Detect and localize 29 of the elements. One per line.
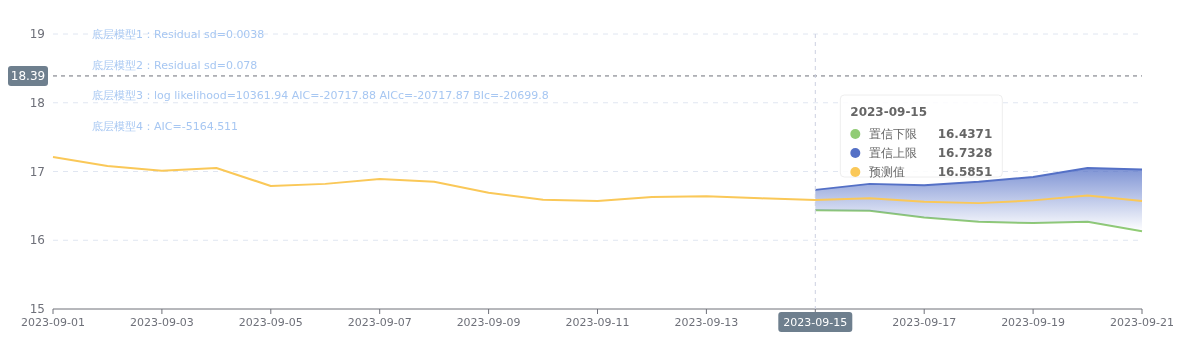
annotation: 底层模型1：Residual sd=0.0038 (92, 28, 265, 41)
legend-label: 预测值 (869, 165, 906, 179)
x-tick-label: 2023-09-07 (347, 316, 412, 329)
x-tick-label: 2023-09-17 (892, 316, 957, 329)
y-tick-label: 19 (29, 27, 45, 41)
y-tick-label: 16 (29, 233, 45, 248)
line-series (814, 209, 1143, 233)
x-tick-label: 2023-09-05 (238, 316, 303, 329)
x-tick-label: 2023-09-15 (783, 316, 848, 329)
y-tick-label: 15 (29, 302, 45, 316)
x-tick-label: 2023-09-19 (1001, 316, 1066, 329)
annotation: 底层模型3：log likelihood=10361.94 AIC=-20717.88 AICc=-20717.87 BIc=-20699.8 (92, 89, 549, 102)
ref-line-label: 2023-09-15 (850, 105, 928, 119)
x-tick-label: 2023-09-21 (1110, 316, 1174, 329)
x-tick-label: 2023-09-09 (456, 316, 521, 329)
y-tick-label: 18 (29, 95, 45, 110)
x-tick-label: 2023-09-11 (565, 316, 630, 329)
annotation: 16.7328 (937, 146, 993, 160)
x-tick-label: 2023-09-03 (129, 316, 194, 329)
ref-line-label: 18.39 (10, 68, 46, 83)
legend-label: 置信下限 (869, 127, 918, 141)
y-tick-label: 17 (29, 164, 45, 179)
annotation: 底层模型4：AIC=-5164.511 (92, 119, 239, 133)
x-tick-label: 2023-09-01 (21, 316, 85, 329)
x-tick-label: 2023-09-13 (674, 316, 739, 329)
legend-label: 置信上限 (869, 146, 918, 160)
annotation: 16.5851 (937, 165, 993, 179)
annotation: 16.4371 (937, 127, 993, 141)
annotation: 底层模型2：Residual sd=0.078 (92, 58, 258, 72)
